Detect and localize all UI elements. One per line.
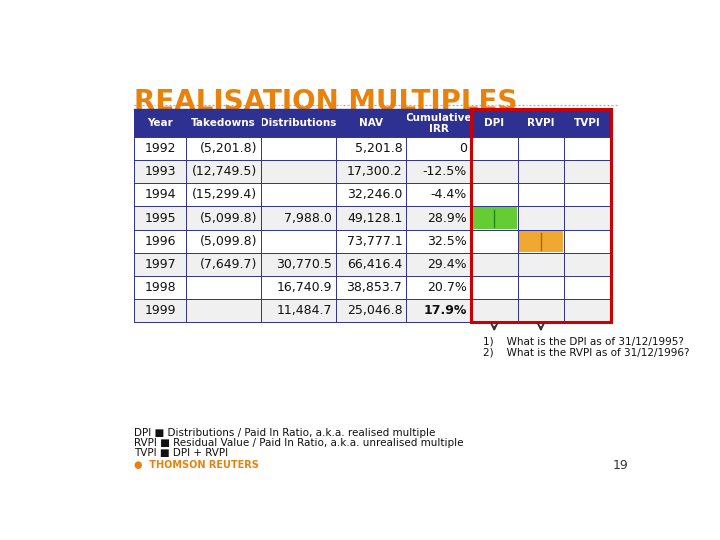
Text: 73,777.1: 73,777.1 bbox=[346, 234, 402, 248]
Text: 1993: 1993 bbox=[144, 165, 176, 178]
Text: RVPI: RVPI bbox=[527, 118, 554, 129]
Text: 38,853.7: 38,853.7 bbox=[346, 281, 402, 294]
Text: 5,201.8: 5,201.8 bbox=[354, 142, 402, 155]
Text: 19: 19 bbox=[613, 458, 629, 472]
Text: 1996: 1996 bbox=[144, 234, 176, 248]
Bar bbox=[134, 137, 611, 160]
Text: (7,649.7): (7,649.7) bbox=[200, 258, 257, 271]
Text: 17.9%: 17.9% bbox=[423, 304, 467, 317]
Text: Cumulative
IRR: Cumulative IRR bbox=[405, 112, 472, 134]
Bar bbox=[134, 206, 611, 230]
Text: 1)    What is the DPI as of 31/12/1995?: 1) What is the DPI as of 31/12/1995? bbox=[482, 336, 683, 347]
Text: 1998: 1998 bbox=[144, 281, 176, 294]
Text: 32.5%: 32.5% bbox=[427, 234, 467, 248]
Bar bbox=[472, 207, 517, 229]
Text: 29.4%: 29.4% bbox=[428, 258, 467, 271]
Bar bbox=[134, 276, 611, 299]
Bar bbox=[471, 110, 611, 322]
Text: 1992: 1992 bbox=[144, 142, 176, 155]
Text: RVPI ■ Residual Value / Paid In Ratio, a.k.a. unrealised multiple: RVPI ■ Residual Value / Paid In Ratio, a… bbox=[134, 438, 464, 448]
Text: 17,300.2: 17,300.2 bbox=[346, 165, 402, 178]
Text: Distributions: Distributions bbox=[261, 118, 337, 129]
Text: Year: Year bbox=[147, 118, 173, 129]
Text: 20.7%: 20.7% bbox=[427, 281, 467, 294]
Bar bbox=[134, 160, 611, 184]
Bar bbox=[134, 230, 611, 253]
Bar bbox=[134, 184, 611, 206]
Text: 1999: 1999 bbox=[144, 304, 176, 317]
Text: DPI ■ Distributions / Paid In Ratio, a.k.a. realised multiple: DPI ■ Distributions / Paid In Ratio, a.k… bbox=[134, 428, 436, 438]
Text: 0: 0 bbox=[459, 142, 467, 155]
Text: (5,099.8): (5,099.8) bbox=[199, 212, 257, 225]
Text: 2)    What is the RVPI as of 31/12/1996?: 2) What is the RVPI as of 31/12/1996? bbox=[482, 347, 689, 357]
Text: DPI: DPI bbox=[484, 118, 504, 129]
Text: ●  THOMSON REUTERS: ● THOMSON REUTERS bbox=[134, 460, 259, 470]
Text: (12,749.5): (12,749.5) bbox=[192, 165, 257, 178]
Text: 16,740.9: 16,740.9 bbox=[277, 281, 333, 294]
Text: TVPI: TVPI bbox=[574, 118, 601, 129]
Bar bbox=[134, 110, 611, 137]
Bar bbox=[518, 231, 563, 252]
Text: NAV: NAV bbox=[359, 118, 383, 129]
Text: Takedowns: Takedowns bbox=[192, 118, 256, 129]
Bar bbox=[134, 253, 611, 276]
Text: 7,988.0: 7,988.0 bbox=[284, 212, 333, 225]
Text: 30,770.5: 30,770.5 bbox=[276, 258, 333, 271]
Text: (5,201.8): (5,201.8) bbox=[199, 142, 257, 155]
Text: (5,099.8): (5,099.8) bbox=[199, 234, 257, 248]
Text: 32,246.0: 32,246.0 bbox=[347, 188, 402, 201]
Text: TVPI ■ DPI + RVPI: TVPI ■ DPI + RVPI bbox=[134, 448, 228, 458]
Text: 25,046.8: 25,046.8 bbox=[346, 304, 402, 317]
Text: -12.5%: -12.5% bbox=[423, 165, 467, 178]
Text: 49,128.1: 49,128.1 bbox=[347, 212, 402, 225]
Text: REALISATION MULTIPLES: REALISATION MULTIPLES bbox=[134, 88, 518, 116]
Bar bbox=[134, 299, 611, 322]
Text: 11,484.7: 11,484.7 bbox=[277, 304, 333, 317]
Text: 28.9%: 28.9% bbox=[427, 212, 467, 225]
Text: 1995: 1995 bbox=[144, 212, 176, 225]
Text: (15,299.4): (15,299.4) bbox=[192, 188, 257, 201]
Text: 66,416.4: 66,416.4 bbox=[347, 258, 402, 271]
Text: 1994: 1994 bbox=[144, 188, 176, 201]
Text: 1997: 1997 bbox=[144, 258, 176, 271]
Text: -4.4%: -4.4% bbox=[431, 188, 467, 201]
